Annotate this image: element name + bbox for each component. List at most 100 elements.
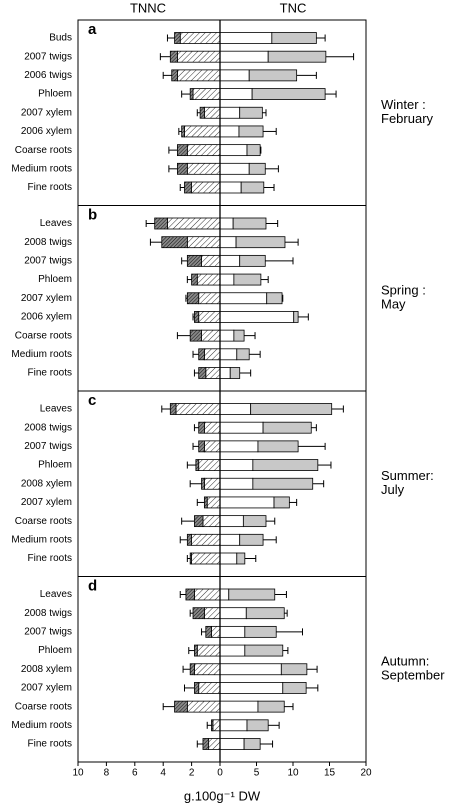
bar-segment: [250, 403, 333, 415]
bar-segment: [219, 719, 248, 732]
error-bar: [284, 609, 288, 617]
error-bar: [188, 647, 195, 655]
bar-segment: [167, 217, 221, 230]
category-label: Phloem: [38, 89, 72, 100]
bar-segment: [219, 125, 240, 138]
x-tick-label: 6: [132, 768, 138, 779]
bar-segment: [219, 181, 242, 194]
bar-segment: [203, 421, 221, 434]
category-label: 2007 twigs: [24, 627, 72, 638]
bar-segment: [184, 125, 221, 138]
x-axis-label: g.100g⁻¹ DW: [184, 788, 261, 803]
error-bar: [274, 591, 287, 598]
category-label: Medium roots: [11, 534, 72, 545]
season-label: February: [381, 111, 434, 126]
error-bar: [282, 294, 284, 302]
error-bar: [181, 257, 188, 265]
bar-segment: [219, 348, 238, 361]
bar-segment: [171, 69, 178, 82]
error-bar: [162, 703, 175, 711]
bar-segment: [239, 533, 264, 546]
bar-segment: [176, 50, 221, 63]
error-bar: [263, 184, 275, 191]
error-bar: [325, 90, 337, 98]
bar-segment: [195, 459, 200, 471]
bar-segment: [219, 738, 245, 750]
x-tick-label: 15: [324, 768, 336, 779]
bar-segment: [219, 588, 230, 601]
error-bar: [311, 424, 317, 432]
category-label: 2007 xylem: [21, 293, 72, 304]
bar-segment: [233, 273, 262, 286]
bar-segment: [280, 663, 308, 676]
category-label: Medium roots: [11, 720, 72, 731]
x-tick-label: 10: [287, 768, 299, 779]
season-label: Winter :: [381, 97, 426, 112]
error-bar: [181, 517, 195, 525]
bar-segment: [175, 403, 221, 415]
error-bar: [192, 313, 195, 321]
bar-segment: [242, 515, 267, 528]
bar-segment: [219, 700, 259, 713]
error-bar: [260, 740, 274, 748]
panel-frame: [77, 576, 367, 763]
error-bar: [276, 628, 303, 636]
bar-segment: [198, 292, 221, 305]
category-label: 2006 twigs: [24, 70, 72, 81]
error-bar: [196, 109, 201, 117]
error-bar: [186, 276, 192, 284]
error-bar: [244, 332, 256, 340]
bar-segment: [203, 348, 221, 361]
category-label: 2008 twigs: [24, 237, 72, 248]
error-bar: [282, 647, 289, 655]
error-bar: [306, 665, 318, 673]
bar-segment: [198, 682, 221, 694]
category-label: 2007 xylem: [21, 497, 72, 508]
bar-segment: [239, 106, 263, 119]
bar-segment: [186, 533, 192, 546]
bar-segment: [219, 459, 254, 471]
bar-segment: [201, 329, 221, 342]
bar-segment: [257, 700, 285, 713]
bar-segment: [181, 125, 185, 138]
error-bar: [186, 555, 191, 562]
bar-segment: [189, 88, 194, 100]
bar-segment: [232, 217, 267, 230]
bar-segment: [219, 496, 275, 509]
category-label: 2008 twigs: [24, 608, 72, 619]
error-bar: [196, 498, 205, 506]
error-bar: [179, 536, 188, 544]
bar-segment: [251, 88, 326, 100]
bar-segment: [186, 236, 221, 249]
bar-segment: [219, 236, 237, 249]
error-bar: [265, 257, 294, 265]
error-bar: [192, 442, 199, 450]
bar-segment: [219, 403, 252, 415]
bar-segment: [198, 421, 205, 434]
bar-segment: [219, 311, 295, 323]
bar-segment: [236, 348, 250, 361]
error-bar: [159, 53, 171, 61]
x-tick-label: 5: [254, 768, 260, 779]
bar-segment: [243, 738, 261, 750]
category-label: 2007 xylem: [21, 107, 72, 118]
error-bar: [317, 461, 332, 469]
bar-segment: [219, 254, 241, 267]
error-bar: [239, 369, 252, 377]
bar-segment: [235, 236, 286, 249]
bar-segment: [219, 144, 248, 157]
bar-segment: [161, 236, 188, 249]
x-tick-label: 2: [189, 768, 195, 779]
error-bar: [284, 238, 299, 246]
error-bar: [168, 165, 178, 173]
season-label: Summer:: [381, 468, 434, 483]
error-bar: [181, 90, 191, 98]
error-bar: [161, 405, 171, 413]
bar-segment: [257, 440, 299, 453]
bar-segment: [186, 144, 221, 157]
error-bar: [149, 238, 162, 246]
error-bar: [265, 517, 276, 525]
bar-segment: [203, 477, 221, 490]
error-bar: [249, 350, 261, 358]
